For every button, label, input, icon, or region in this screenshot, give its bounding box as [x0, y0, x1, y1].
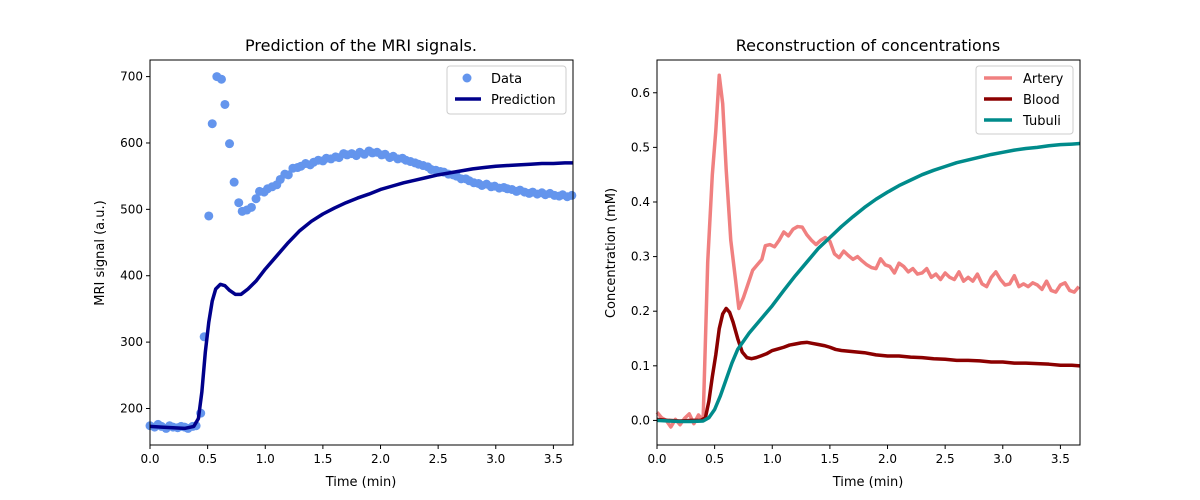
y-tick-label: 0.0 — [631, 413, 650, 427]
y-axis-label: MRI signal (a.u.) — [93, 200, 108, 305]
concentration-panel: Reconstruction of concentrations Time (m… — [604, 36, 1081, 490]
series-blood-line — [656, 306, 1081, 423]
x-tick-label: 2.0 — [371, 452, 390, 466]
series-data-points — [145, 72, 577, 433]
y-tick-label: 700 — [120, 70, 143, 84]
plot-frame — [149, 59, 574, 446]
data-point — [246, 202, 256, 212]
series-prediction-line — [149, 161, 573, 431]
y-tick-label: 200 — [120, 401, 143, 415]
x-tick-label: 3.0 — [993, 452, 1012, 466]
x-axis-label: Time (min) — [325, 475, 397, 490]
x-tick-label: 1.0 — [256, 452, 275, 466]
data-point — [207, 119, 217, 129]
legend-label-prediction: Prediction — [491, 93, 556, 108]
x-tick-label: 1.0 — [763, 452, 782, 466]
series-tubuli-line — [656, 141, 1081, 424]
x-tick-label: 1.5 — [313, 452, 332, 466]
legend: Artery Blood Tubuli — [975, 65, 1074, 135]
data-point — [251, 194, 261, 204]
data-point — [567, 190, 577, 200]
legend-box — [975, 65, 1074, 135]
x-tick-label: 3.5 — [1051, 452, 1070, 466]
y-tick-label: 0.1 — [631, 359, 650, 373]
y-tick-label: 0.6 — [631, 86, 650, 100]
x-tick-label: 0.5 — [705, 452, 724, 466]
x-axis-label: Time (min) — [832, 475, 904, 490]
legend: Data Prediction — [446, 65, 567, 115]
axis-ticks: 0.0 0.5 1.0 1.5 2.0 2.5 3.0 3.5 200 300 400 500 600 7… — [120, 70, 563, 466]
axis-ticks: 0.0 0.5 1.0 1.5 2.0 2.5 3.0 3.5 0.0 0.1 0.2 0.3 0.4 0… — [631, 86, 1070, 466]
y-tick-label: 0.5 — [631, 140, 650, 154]
x-tick-label: 2.5 — [429, 452, 448, 466]
data-point — [229, 177, 239, 187]
y-axis-label: Concentration (mM) — [604, 188, 619, 318]
plot-marks — [655, 73, 1081, 429]
legend-label-artery: Artery — [1023, 72, 1064, 87]
series-artery-line — [655, 73, 1081, 429]
data-point — [216, 74, 226, 84]
legend-label-data: Data — [491, 72, 522, 87]
data-point — [225, 139, 235, 149]
y-tick-label: 600 — [120, 136, 143, 150]
plot-marks — [145, 72, 577, 433]
y-tick-label: 300 — [120, 335, 143, 349]
y-tick-label: 500 — [120, 202, 143, 216]
x-tick-label: 2.0 — [878, 452, 897, 466]
x-tick-label: 0.0 — [140, 452, 159, 466]
chart-title: Reconstruction of concentrations — [736, 36, 1000, 55]
y-tick-label: 0.2 — [631, 304, 650, 318]
x-tick-label: 3.5 — [544, 452, 563, 466]
y-tick-label: 0.4 — [631, 195, 650, 209]
x-tick-label: 3.0 — [486, 452, 505, 466]
mri-signal-panel: Prediction of the MRI signals. Time (min… — [93, 36, 577, 490]
legend-label-blood: Blood — [1023, 93, 1060, 108]
x-tick-label: 1.5 — [820, 452, 839, 466]
legend-label-tubuli: Tubuli — [1022, 114, 1061, 129]
data-point — [220, 99, 230, 109]
x-tick-label: 2.5 — [936, 452, 955, 466]
x-tick-label: 0.0 — [647, 452, 666, 466]
chart-title: Prediction of the MRI signals. — [245, 36, 477, 55]
data-point — [234, 198, 244, 208]
legend-data-marker — [462, 73, 472, 83]
x-tick-label: 0.5 — [198, 452, 217, 466]
y-tick-label: 400 — [120, 269, 143, 283]
y-tick-label: 0.3 — [631, 250, 650, 264]
data-point — [204, 211, 214, 221]
legend-box — [446, 65, 567, 115]
plot-frame — [656, 59, 1081, 446]
data-point — [283, 170, 293, 180]
